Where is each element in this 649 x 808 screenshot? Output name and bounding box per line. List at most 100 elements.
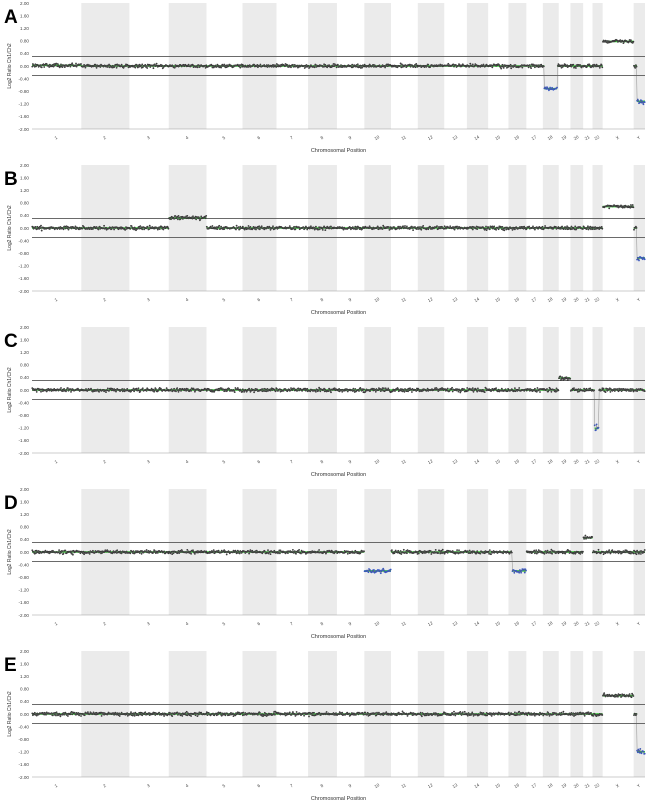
probe-trace (592, 226, 603, 230)
y-tick-label: 0.80 (20, 201, 29, 206)
chromosome-tick-label: 21 (584, 458, 591, 465)
probe-trace (32, 225, 82, 231)
chromosome-tick-label: 16 (513, 458, 520, 465)
data-point (633, 228, 635, 231)
chromosome-tick-label: 11 (400, 458, 407, 465)
y-tick-label: -1.60 (19, 114, 30, 119)
x-axis-label: Chromosomal Position (311, 634, 366, 640)
probe-trace (276, 63, 308, 69)
probe-trace (633, 226, 645, 262)
chromosome-tick-label: 19 (560, 782, 567, 789)
chromosome-tick-label: 2 (102, 135, 107, 141)
y-tick-label: 0.80 (20, 687, 29, 692)
chromosome-tick-label: 13 (451, 620, 458, 627)
chromosome-tick-label: 18 (547, 296, 554, 303)
chromosome-tick-label: 16 (513, 620, 520, 627)
data-point (167, 227, 170, 230)
chromosome-tick-label: X (615, 783, 620, 789)
probe-trace (543, 225, 559, 230)
probe-trace (417, 225, 445, 231)
probe-trace (508, 226, 527, 231)
chromosome-tick-label: Y (636, 135, 641, 141)
chromosome-tick-label: 1 (54, 135, 59, 141)
panel-B: B2.001.601.200.800.400.00-0.40-0.80-1.20… (4, 163, 646, 316)
probe-trace (526, 63, 543, 69)
chromosome-tick-label: 12 (427, 296, 434, 303)
chromosome-tick-label: 5 (221, 621, 226, 627)
chromosome-tick-label: 7 (289, 135, 294, 141)
chromosome-tick-label: 18 (547, 134, 554, 141)
y-tick-label: 2.00 (20, 163, 29, 168)
chromosome-tick-label: 6 (256, 621, 261, 627)
chromosome-tick-label: 3 (146, 621, 151, 627)
y-tick-label: -0.40 (19, 400, 30, 405)
y-tick-label: -1.20 (19, 588, 30, 593)
chromosome-tick-label: X (615, 135, 620, 141)
chromosome-tick-label: 21 (584, 782, 591, 789)
data-point (582, 550, 584, 553)
chromosome-tick-label: 15 (494, 458, 501, 465)
y-tick-label: -0.40 (19, 238, 30, 243)
y-tick-label: -1.60 (19, 600, 30, 605)
chromosome-tick-label: 11 (400, 134, 407, 141)
chromosome-tick-label: 22 (593, 296, 600, 303)
y-tick-label: -0.40 (19, 76, 30, 81)
y-tick-label: -1.20 (19, 264, 30, 269)
chromosome-tick-label: 9 (348, 135, 353, 141)
y-tick-label: 0.80 (20, 39, 29, 44)
probe-trace (364, 63, 391, 68)
chromosome-tick-label: 22 (593, 134, 600, 141)
probe-trace (418, 64, 444, 68)
chromosome-tick-label: 3 (146, 297, 151, 303)
chromosome-tick-label: 19 (560, 458, 567, 465)
chromosome-tick-label: 13 (451, 134, 458, 141)
y-tick-label: 1.60 (20, 175, 29, 180)
probe-trace (633, 64, 645, 105)
y-tick-label: 0.40 (20, 699, 29, 704)
probe-trace (526, 225, 543, 231)
chromosome-tick-label: 4 (185, 459, 190, 465)
y-tick-label: 0.40 (20, 537, 29, 542)
panel-D: D2.001.601.200.800.400.00-0.40-0.80-1.20… (4, 487, 646, 640)
chromosome-tick-label: 7 (289, 297, 294, 303)
y-tick-label: 0.00 (20, 712, 29, 717)
chromosome-tick-label: 11 (400, 620, 407, 627)
y-tick-label: 1.60 (20, 499, 29, 504)
chromosome-tick-label: 4 (185, 297, 190, 303)
chromosome-tick-label: 14 (473, 296, 480, 303)
probe-trace (488, 63, 509, 70)
data-point (205, 64, 208, 67)
chromosome-tick-label: 17 (530, 620, 537, 627)
chromosome-tick-label: 2 (102, 459, 107, 465)
data-point (632, 206, 635, 209)
y-tick-label: -1.60 (19, 762, 30, 767)
probe-trace (391, 225, 418, 231)
probe-trace (592, 64, 603, 69)
panel-E: E2.001.601.200.800.400.00-0.40-0.80-1.20… (4, 649, 646, 802)
chromosome-tick-label: 15 (494, 620, 501, 627)
chromosome-tick-label: 15 (494, 296, 501, 303)
chromosome-tick-label: 10 (374, 782, 381, 789)
chromosome-tick-label: 14 (473, 134, 480, 141)
probe-trace (81, 387, 130, 393)
chromosome-tick-label: 17 (530, 296, 537, 303)
chromosome-tick-label: 17 (530, 458, 537, 465)
probe-trace (364, 225, 391, 231)
x-axis-label: Chromosomal Position (311, 148, 366, 154)
chromosome-tick-label: 9 (348, 621, 353, 627)
y-tick-label: 0.40 (20, 213, 29, 218)
y-axis-label: Log2 Ratio Ch1/Ch2 (7, 529, 13, 575)
chromosome-tick-label: Y (636, 297, 641, 303)
chromosome-tick-label: 22 (593, 458, 600, 465)
chromosome-tick-label: 7 (289, 459, 294, 465)
probe-trace (603, 204, 634, 209)
y-tick-label: 1.60 (20, 661, 29, 666)
chromosome-tick-label: 2 (102, 783, 107, 789)
y-tick-label: 2.00 (20, 325, 29, 330)
y-tick-label: -1.60 (19, 438, 30, 443)
panel-C: C2.001.601.200.800.400.00-0.40-0.80-1.20… (4, 325, 646, 478)
data-point (591, 228, 594, 231)
chromosome-tick-label: 18 (547, 458, 554, 465)
points-layer (31, 375, 646, 432)
probe-trace (32, 387, 82, 393)
